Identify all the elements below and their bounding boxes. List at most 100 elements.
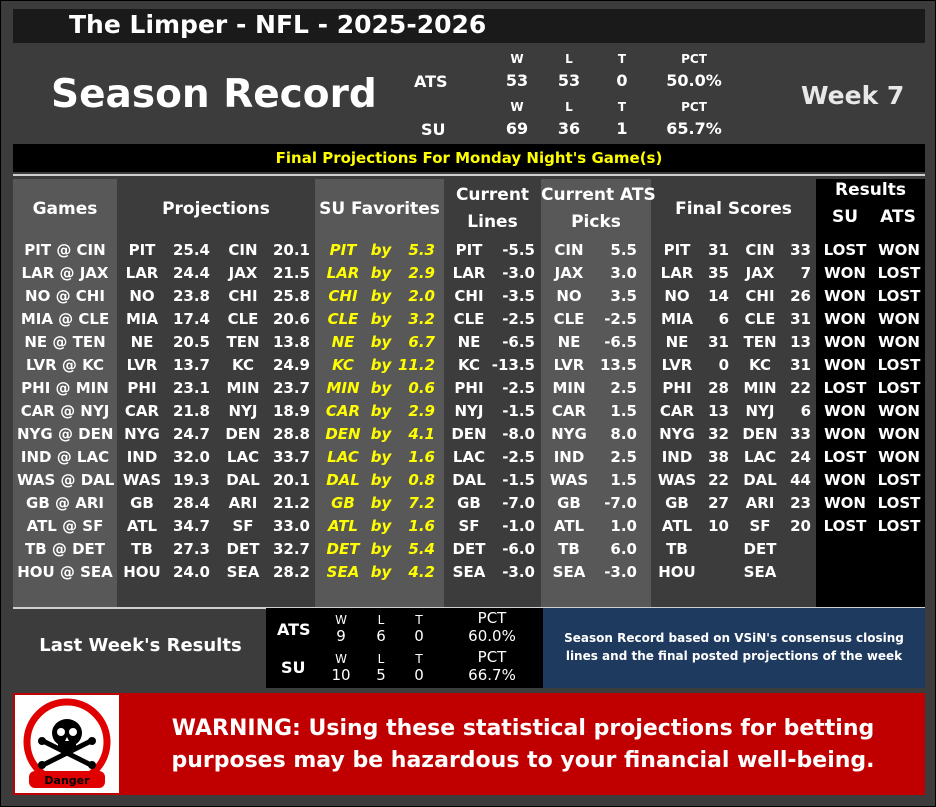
danger-icon-box: Danger (15, 695, 119, 793)
final-home-team: SF (749, 517, 771, 535)
su-favorite-team: DET (326, 540, 360, 558)
proj-away-score: 28.4 (172, 494, 210, 512)
su-favorite-by: by (370, 517, 392, 535)
game-matchup: MIA @ CLE (20, 310, 110, 328)
final-home-team: DEN (742, 425, 778, 443)
su-favorite-margin: 0.8 (408, 471, 435, 489)
proj-home-team: TEN (226, 333, 260, 351)
lw-ats-l-header: L (377, 613, 385, 627)
su-t-header: T (617, 100, 627, 114)
final-home-team: DET (743, 540, 777, 558)
ats-pick-team: SEA (552, 563, 586, 581)
su-favorite-margin: 1.6 (408, 448, 435, 466)
su-favorite-margin: 4.1 (408, 425, 435, 443)
ats-pick-team: MIN (552, 379, 586, 397)
game-matchup: GB @ ARI (26, 494, 104, 512)
game-matchup: TB @ DET (24, 540, 106, 558)
su-favorite-team: ATL (328, 517, 358, 535)
line-value: -5.5 (502, 241, 535, 259)
line-team: CLE (453, 310, 485, 328)
header-current-ats-2: Picks (571, 212, 621, 232)
final-away-team: GB (665, 494, 689, 512)
ats-losses: 53 (557, 71, 581, 90)
final-away-team: MIA (660, 310, 694, 328)
final-away-score: 28 (708, 379, 729, 397)
line-value: -3.5 (502, 287, 535, 305)
final-away-team: WAS (657, 471, 697, 489)
result-ats: LOST (877, 287, 921, 305)
proj-away-team: HOU (123, 563, 161, 581)
ats-pick-value: 3.0 (610, 264, 637, 282)
header-current-lines-1: Current (455, 185, 530, 205)
proj-away-team: TB (131, 540, 153, 558)
line-team: DEN (451, 425, 487, 443)
line-value: -6.0 (502, 540, 535, 558)
game-matchup: LVR @ KC (25, 356, 105, 374)
result-su: WON (824, 471, 866, 489)
ats-pick-team: NYG (551, 425, 587, 443)
su-favorite-team: CHI (328, 287, 358, 305)
ats-pick-value: 5.5 (610, 241, 637, 259)
ats-pick-team: CAR (551, 402, 587, 420)
projections-banner-text: Final Projections For Monday Night's Gam… (275, 149, 663, 167)
lw-su-wins: 10 (331, 666, 351, 684)
final-home-team: CIN (745, 241, 775, 259)
ats-pick-team: ATL (553, 517, 585, 535)
header-current-ats-1: Current ATS (541, 185, 656, 205)
danger-label: Danger (44, 774, 90, 787)
final-away-team: PIT (663, 241, 691, 259)
ats-wins: 53 (505, 71, 529, 90)
ats-pick-value: -6.5 (604, 333, 637, 351)
su-favorite-margin: 7.2 (408, 494, 435, 512)
ats-picks-column-band (541, 179, 651, 607)
proj-away-team: IND (126, 448, 158, 466)
line-value: -3.0 (502, 563, 535, 581)
su-favorite-team: SEA (326, 563, 360, 581)
proj-home-score: 24.9 (272, 356, 310, 374)
proj-away-team: PHI (127, 379, 157, 397)
game-matchup: NO @ CHI (25, 287, 105, 305)
proj-away-team: CAR (124, 402, 160, 420)
line-value: -1.5 (502, 402, 535, 420)
proj-away-score: 24.4 (172, 264, 210, 282)
su-favorite-by: by (370, 563, 392, 581)
ats-pick-value: 1.0 (610, 517, 637, 535)
line-value: -3.0 (502, 264, 535, 282)
lw-su-w-header: W (335, 652, 347, 666)
header-current-lines-2: Lines (467, 212, 518, 232)
result-ats: WON (878, 241, 920, 259)
lw-su-l-header: L (377, 652, 385, 666)
final-away-score: 0 (718, 356, 729, 374)
su-losses: 36 (557, 119, 581, 138)
proj-home-score: 32.7 (272, 540, 310, 558)
proj-away-score: 17.4 (172, 310, 210, 328)
proj-away-team: NE (130, 333, 154, 351)
su-favorite-margin: 5.4 (408, 540, 435, 558)
header-final-scores: Final Scores (675, 199, 792, 219)
note-box (543, 608, 925, 688)
proj-home-score: 23.7 (272, 379, 310, 397)
lw-su-t-header: T (415, 652, 423, 666)
ats-pick-value: 1.5 (610, 471, 637, 489)
proj-home-team: MIN (226, 379, 260, 397)
final-home-team: MIN (743, 379, 777, 397)
warning-text: WARNING: Using these statistical project… (171, 716, 875, 773)
final-home-score: 31 (790, 310, 811, 328)
final-away-score: 32 (708, 425, 729, 443)
su-favorite-margin: 4.2 (408, 563, 435, 581)
line-value: -7.0 (502, 494, 535, 512)
proj-home-score: 28.8 (272, 425, 310, 443)
games-column-band (13, 179, 117, 607)
ats-pick-team: NE (557, 333, 581, 351)
lw-su-ties: 0 (414, 666, 424, 684)
result-su: WON (824, 310, 866, 328)
final-away-score: 22 (708, 471, 729, 489)
result-ats: LOST (877, 356, 921, 374)
su-favorite-by: by (370, 425, 392, 443)
su-favorite-team: CAR (325, 402, 361, 420)
final-home-score: 24 (790, 448, 811, 466)
line-team: PIT (455, 241, 483, 259)
su-l-header: L (565, 100, 573, 114)
line-team: SF (458, 517, 480, 535)
su-favorite-team: MIN (326, 379, 360, 397)
